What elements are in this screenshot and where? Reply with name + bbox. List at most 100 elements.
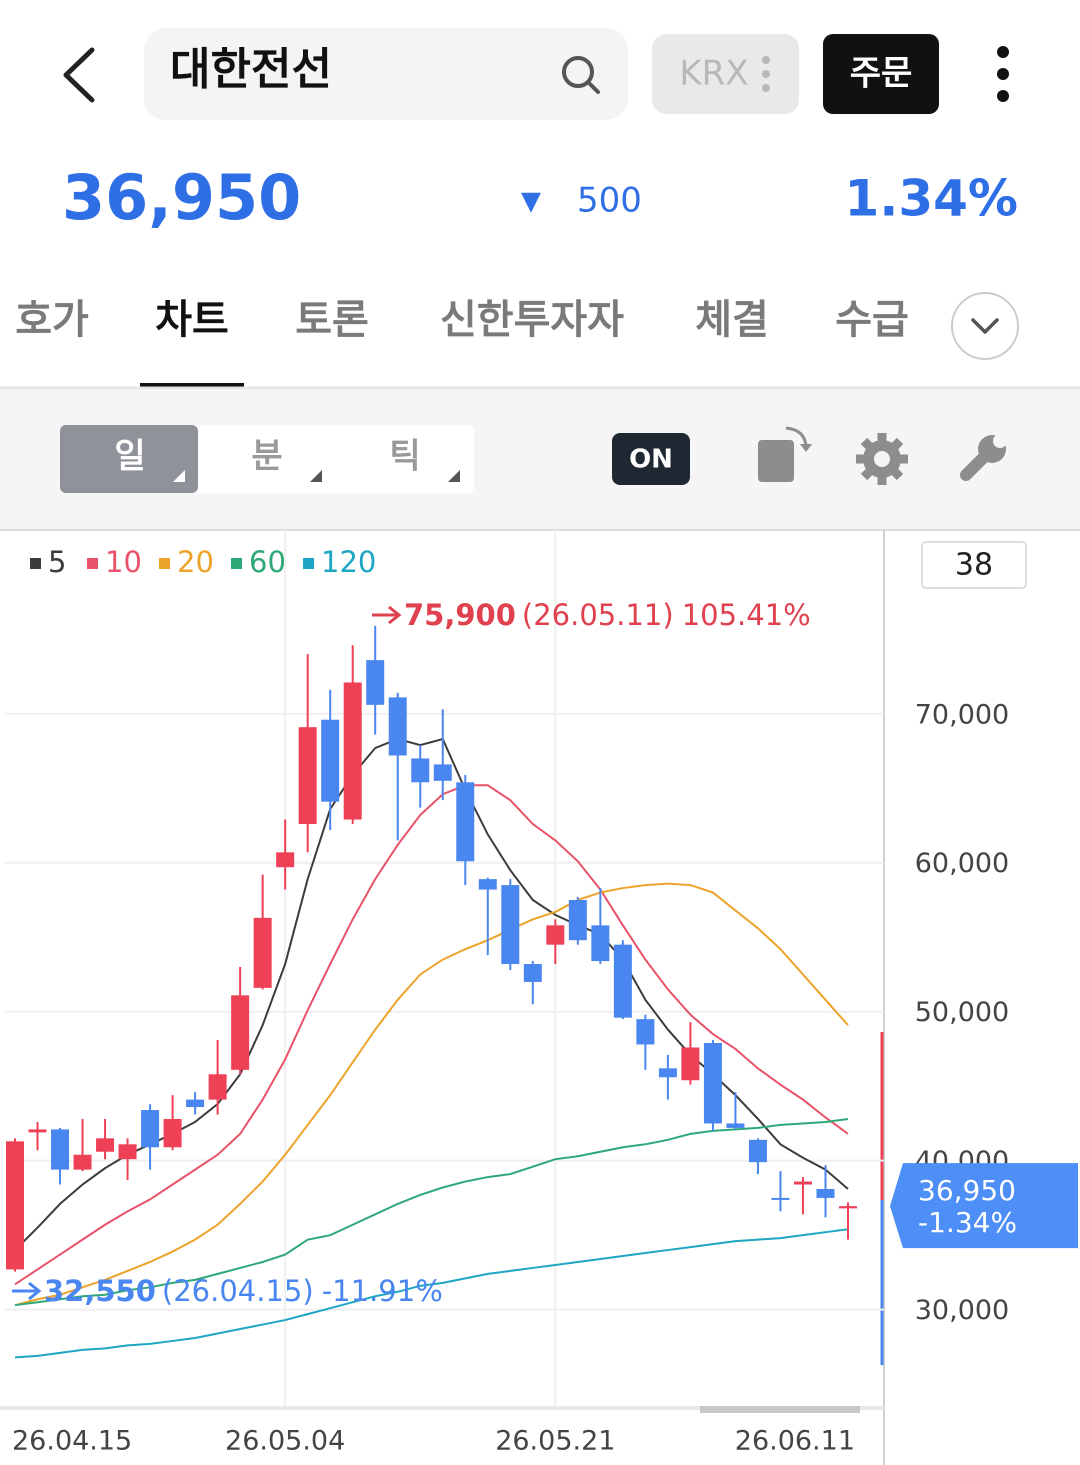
legend-swatch — [159, 558, 170, 569]
moving-average-line — [14, 1117, 849, 1307]
annotation-date: (26.04.15) — [162, 1274, 314, 1308]
candle-body — [658, 1068, 677, 1078]
period-option[interactable]: 일 — [114, 437, 145, 477]
period-option[interactable]: 분 — [251, 437, 282, 477]
moving-average-line — [14, 784, 849, 1286]
candle-body — [118, 1144, 137, 1160]
x-tick-label: 26.06.11 — [735, 1426, 855, 1457]
active-tab-underline — [140, 383, 244, 389]
y-tick-label: 30,000 — [915, 1295, 1009, 1326]
tab[interactable]: 수급 — [835, 297, 909, 343]
current-change-label: -1.34% — [918, 1206, 1017, 1239]
legend-label: 20 — [177, 545, 214, 579]
price-change: 500 — [577, 181, 642, 221]
settings-icon[interactable] — [856, 433, 908, 485]
annotation-change: 105.41% — [682, 598, 811, 632]
legend-swatch — [303, 558, 314, 569]
y-tick-label: 70,000 — [915, 699, 1009, 730]
annotation-value: 75,900 — [404, 598, 516, 632]
legend-label: 120 — [321, 545, 376, 579]
candle-body — [726, 1123, 745, 1128]
current-price-label: 36,950 — [918, 1174, 1016, 1207]
more-menu[interactable] — [997, 46, 1009, 102]
candle-body — [501, 885, 520, 965]
period-corner — [173, 470, 185, 482]
candle-body — [388, 697, 407, 756]
candle-body — [6, 1141, 24, 1270]
legend-label: 5 — [48, 545, 66, 579]
candle-body — [253, 917, 272, 988]
market-label: KRX — [679, 54, 748, 94]
candle-body — [433, 764, 452, 781]
candle-body — [748, 1139, 767, 1163]
candle-body — [186, 1099, 205, 1108]
expand-icon — [971, 318, 999, 334]
order-label: 주문 — [850, 54, 913, 94]
tab[interactable]: 차트 — [155, 297, 229, 343]
direction-arrow: ▼ — [521, 187, 541, 217]
y-tick-label: 60,000 — [915, 848, 1009, 879]
candle-body — [816, 1188, 835, 1198]
candle-body — [321, 719, 340, 802]
scroll-indicator[interactable] — [700, 1406, 860, 1413]
candle-body — [366, 660, 385, 705]
active-period — [60, 425, 198, 493]
count-box[interactable] — [921, 541, 1027, 589]
market-menu-dots — [762, 56, 770, 92]
legend-label: 60 — [249, 545, 286, 579]
y-tick-label: 50,000 — [915, 997, 1009, 1028]
realtime-toggle[interactable] — [612, 433, 690, 485]
order-button[interactable] — [823, 34, 939, 114]
candle-body — [163, 1118, 182, 1148]
annotation-arrow — [372, 605, 402, 625]
candle-body — [298, 727, 317, 825]
annotation-value: 32,550 — [44, 1274, 156, 1308]
candle-body — [793, 1181, 812, 1185]
moving-average-line — [14, 882, 849, 1307]
tab[interactable]: 호가 — [15, 297, 89, 343]
annotation: 75,900 (26.05.11) 105.41% — [404, 598, 811, 632]
tab[interactable]: 신한투자자 — [440, 297, 624, 343]
tool-icon[interactable] — [960, 434, 1007, 481]
candle-body — [613, 944, 632, 1018]
tab[interactable]: 체결 — [695, 297, 769, 343]
candle-body — [28, 1129, 47, 1133]
moving-average-line — [14, 737, 849, 1251]
candle-body — [591, 925, 610, 962]
back-button[interactable] — [63, 47, 95, 103]
x-tick-label: 26.04.15 — [12, 1426, 132, 1457]
candle-body — [73, 1154, 92, 1170]
candle-body — [96, 1138, 115, 1152]
candle-body — [636, 1019, 655, 1045]
candle-body — [681, 1047, 700, 1081]
legend-swatch — [30, 558, 41, 569]
period-corner — [310, 470, 322, 482]
search-icon[interactable] — [562, 56, 600, 94]
annotation: 32,550 (26.04.15) -11.91% — [44, 1274, 443, 1308]
legend-swatch — [231, 558, 242, 569]
candle-body — [343, 682, 362, 820]
current-price: 36,950 — [62, 161, 301, 234]
tab[interactable]: 토론 — [295, 297, 369, 343]
rotate-icon[interactable] — [758, 426, 812, 482]
candle-body — [771, 1197, 790, 1200]
tab-expand-button[interactable] — [951, 292, 1019, 360]
current-price-tag — [890, 1163, 1078, 1249]
candle-body — [456, 782, 475, 862]
annotation-arrow — [12, 1281, 42, 1301]
change-rate: 1.34% — [845, 170, 1018, 228]
candle-body — [231, 995, 250, 1070]
candle-body — [276, 852, 295, 868]
candle-body — [141, 1110, 160, 1148]
candle-body — [546, 925, 565, 945]
period-option[interactable]: 틱 — [389, 437, 420, 477]
candle-body — [839, 1206, 857, 1209]
candle-body — [568, 899, 587, 941]
candle-body — [208, 1074, 227, 1100]
market-button[interactable] — [652, 34, 799, 114]
x-tick-label: 26.05.21 — [495, 1426, 615, 1457]
candle-body — [478, 879, 497, 890]
search-box[interactable] — [144, 28, 628, 120]
